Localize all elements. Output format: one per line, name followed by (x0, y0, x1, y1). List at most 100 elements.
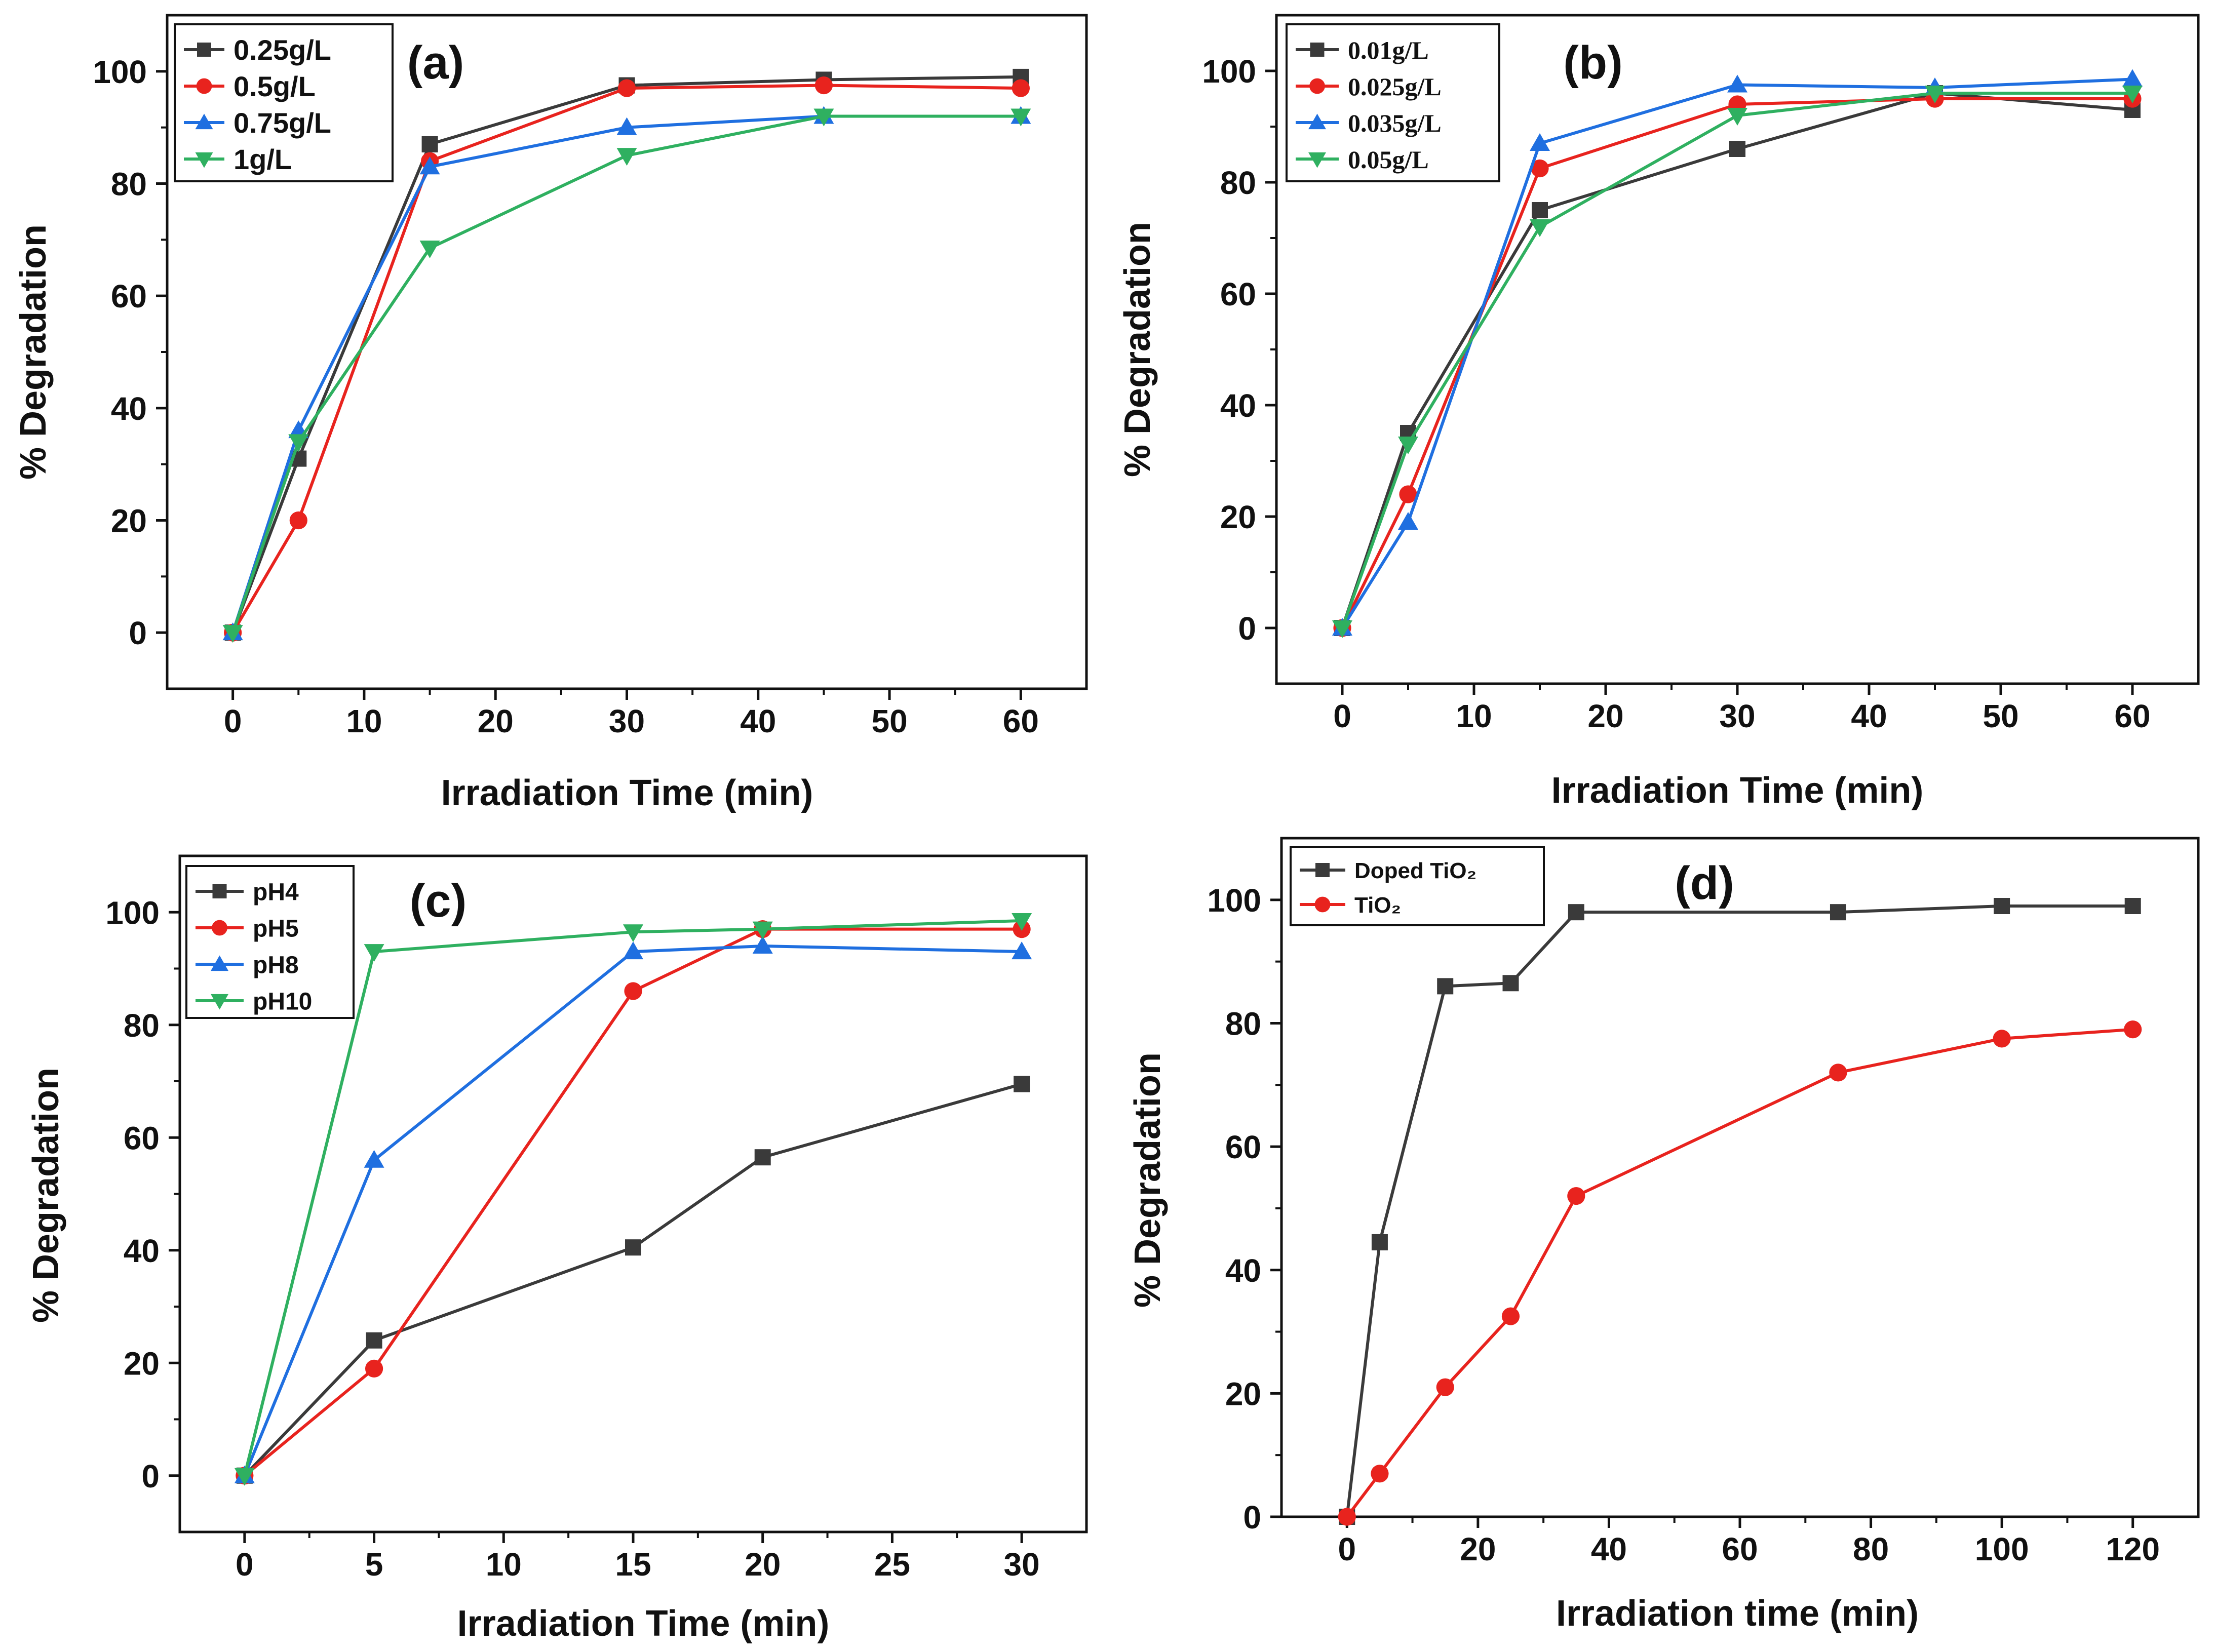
data-point (624, 982, 642, 1000)
x-tick-label: 120 (2106, 1531, 2160, 1567)
y-tick-label: 100 (105, 894, 160, 931)
data-point (1830, 904, 1846, 921)
series-line (1341, 97, 2132, 629)
x-tick-label: 60 (1722, 1531, 1758, 1567)
series-line (1341, 77, 2133, 629)
y-tick-label: 0 (141, 1458, 160, 1494)
data-point (1994, 898, 2010, 914)
data-point (623, 924, 643, 942)
x-tick-label: 0 (236, 1546, 254, 1583)
legend-marker (212, 884, 227, 898)
data-point (1011, 108, 1031, 127)
legend-label: 1g/L (234, 143, 292, 175)
y-tick-label: 20 (1225, 1375, 1261, 1412)
data-point (616, 117, 637, 135)
legend-marker (1309, 78, 1325, 94)
series-line (243, 1082, 1022, 1477)
x-tick-label: 10 (1456, 698, 1492, 734)
data-point (2122, 69, 2143, 87)
data-point (754, 1149, 771, 1166)
plot-frame (1280, 837, 2200, 1518)
x-axis-label: Irradiation time (min) (1556, 1593, 1919, 1634)
legend-marker (211, 994, 228, 1010)
legend-label: pH8 (253, 952, 299, 978)
series-line (243, 945, 1022, 1476)
legend-box (1290, 846, 1545, 926)
legend: 0.01g/L 0.025g/L 0.035g/L 0.05g/L (1286, 23, 1500, 182)
x-tick-label: 15 (615, 1546, 651, 1583)
y-tick-label: 20 (111, 503, 147, 539)
legend-marker (1308, 152, 1326, 168)
x-tick-label: 30 (1719, 698, 1755, 734)
y-tick-label: 40 (124, 1233, 160, 1269)
data-point (1532, 202, 1548, 218)
x-tick-label: 40 (1851, 698, 1887, 734)
data-point (1398, 437, 1418, 454)
data-point (1014, 1076, 1030, 1092)
chart-panel-c: 0 5 10 15 20 25 30 0 20 40 60 80 100 Irradiation Time… (26, 854, 1088, 1644)
y-tick-label: 40 (1220, 387, 1256, 424)
data-point (625, 1239, 641, 1256)
data-point (234, 1468, 255, 1486)
legend: 0.25g/L 0.5g/L 0.75g/L 1g/L (174, 23, 394, 182)
x-axis-label: Irradiation Time (min) (441, 773, 813, 813)
x-tick-label: 25 (874, 1546, 910, 1583)
y-tick-label: 0 (1243, 1499, 1261, 1536)
series-0-05g-L (1332, 86, 2143, 638)
data-point (1437, 978, 1454, 995)
data-point (421, 136, 438, 152)
chart-panel-d: 0 20 40 60 80 100 120 0 20 40 60 80 100 Irradiation t… (1128, 837, 2200, 1634)
legend-marker (1314, 896, 1331, 913)
legend-marker (212, 920, 227, 936)
y-tick-label: 40 (1225, 1252, 1261, 1289)
x-tick-label: 20 (745, 1546, 781, 1583)
panel-label: (b) (1563, 37, 1622, 89)
y-axis-label: % Degradation (26, 1068, 66, 1323)
data-point (1568, 904, 1584, 921)
legend-label: 0.05g/L (1348, 145, 1429, 174)
legend-label: 0.035g/L (1348, 109, 1442, 137)
legend-label: TiO₂ (1354, 893, 1401, 918)
legend-label: 0.75g/L (234, 107, 331, 139)
y-tick-label: 20 (124, 1345, 160, 1382)
x-tick-label: 50 (1983, 698, 2018, 734)
y-tick-label: 80 (1220, 165, 1256, 201)
data-point (289, 511, 307, 530)
x-tick-label: 0 (224, 703, 242, 739)
data-point (419, 240, 440, 258)
y-tick-label: 60 (124, 1120, 160, 1156)
y-axis-label: % Degradation (1128, 1052, 1168, 1308)
data-point (1530, 133, 1550, 151)
series-pH10 (234, 913, 1032, 1486)
legend-box (185, 865, 355, 1019)
data-point (617, 79, 636, 97)
data-point (2122, 86, 2143, 103)
data-point (1436, 1378, 1454, 1396)
data-point (1925, 86, 1945, 103)
legend-label: pH10 (253, 988, 312, 1015)
x-tick-label: 80 (1853, 1531, 1889, 1567)
chart-panel-a: 0 10 20 30 40 50 60 0 20 40 60 80 100 Irradiation Tim… (13, 14, 1088, 813)
y-tick-label: 100 (1207, 882, 1261, 919)
x-tick-label: 30 (1004, 1546, 1040, 1583)
series-line (231, 114, 1021, 634)
x-tick-label: 40 (740, 703, 776, 739)
series-1g-L (222, 108, 1031, 643)
chart-panel-b: 0 10 20 30 40 50 60 0 20 40 60 80 100 Irradiation Tim… (1117, 14, 2200, 811)
y-tick-label: 80 (111, 166, 147, 203)
y-axis-label: % Degradation (13, 224, 54, 480)
y-tick-label: 20 (1220, 499, 1256, 535)
legend-label: pH5 (253, 915, 299, 942)
legend-label: 0.5g/L (234, 70, 316, 102)
x-tick-label: 0 (1338, 1531, 1356, 1567)
data-point (366, 1332, 382, 1349)
series-line (231, 84, 1021, 634)
legend-marker (1315, 863, 1330, 877)
y-tick-label: 80 (1225, 1005, 1261, 1042)
legend-marker (211, 955, 228, 971)
data-point (623, 941, 643, 960)
data-point (2124, 898, 2141, 914)
series-pH5 (236, 920, 1031, 1485)
legend-marker (197, 43, 211, 57)
data-point (1727, 74, 1747, 93)
